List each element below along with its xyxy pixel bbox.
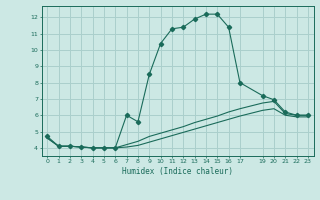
X-axis label: Humidex (Indice chaleur): Humidex (Indice chaleur) [122,167,233,176]
